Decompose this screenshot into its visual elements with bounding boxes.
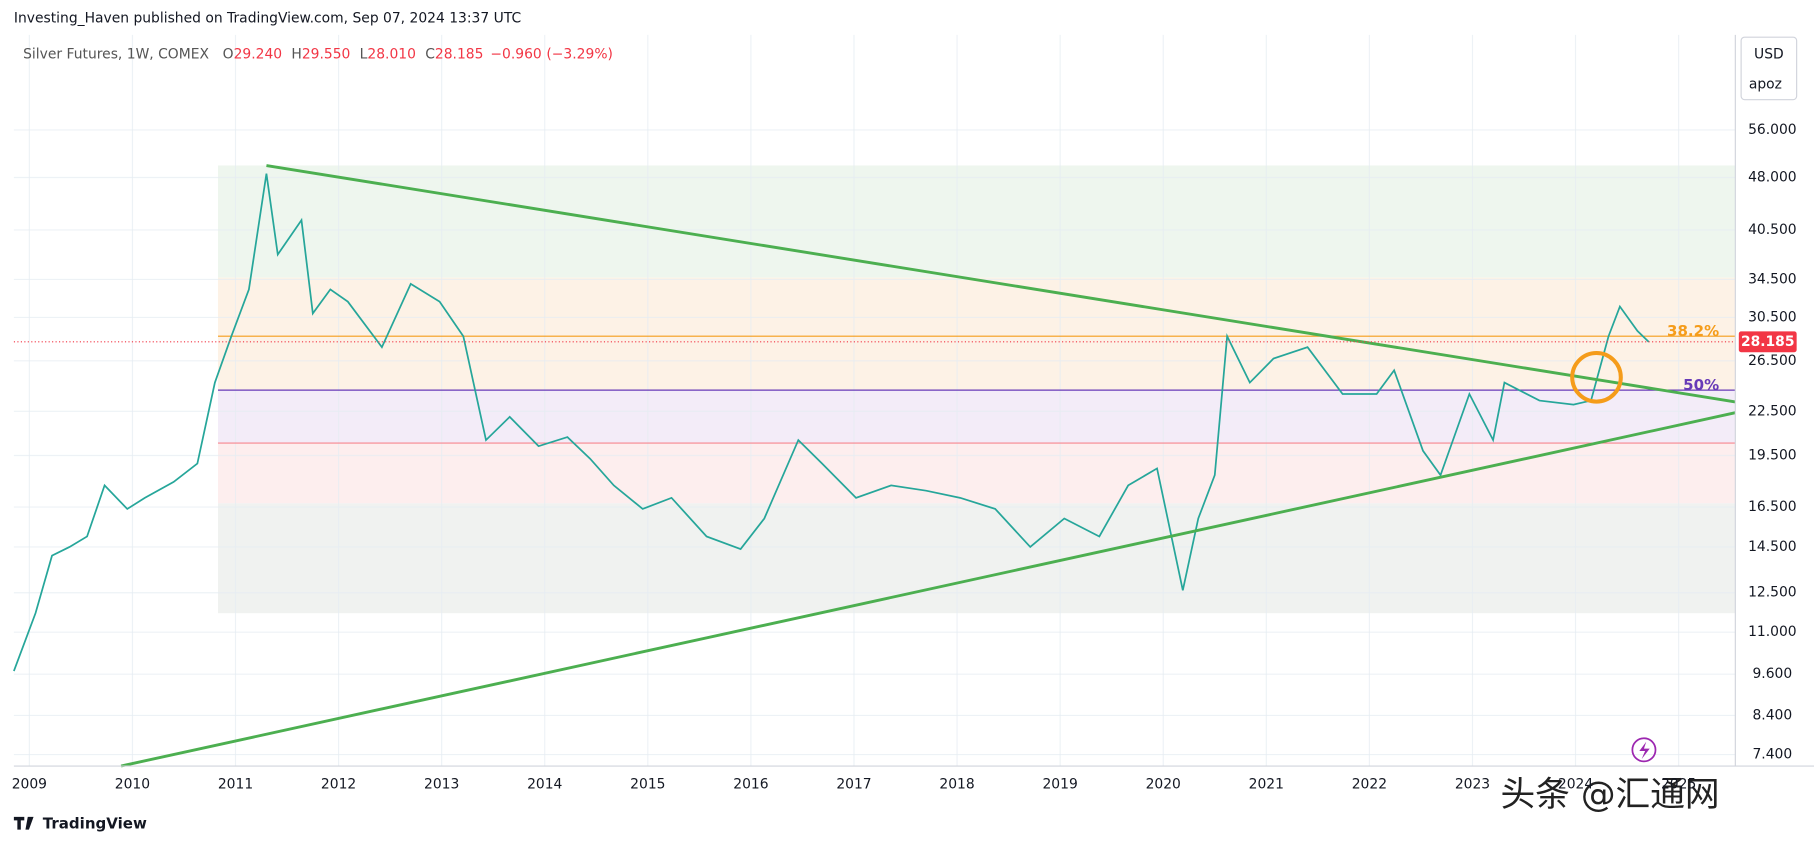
y-tick-label: 12.500 — [1748, 585, 1797, 601]
watermark: 头条 @汇通网 — [1500, 775, 1719, 815]
x-tick-label: 2013 — [424, 777, 459, 793]
series-name: Silver Futures, 1W, COMEX — [23, 47, 209, 63]
x-tick-label: 2018 — [939, 777, 974, 793]
x-tick-label: 2015 — [630, 777, 665, 793]
y-tick-label: 30.500 — [1748, 309, 1797, 325]
last-price-label: 28.185 — [1741, 334, 1795, 350]
x-tick-label: 2024 — [1558, 777, 1593, 793]
event-bolt — [1639, 741, 1650, 760]
x-tick-label: 2012 — [321, 777, 356, 793]
x-tick-label: 2016 — [733, 777, 768, 793]
x-tick-label: 2011 — [218, 777, 253, 793]
price-axis-panel — [1735, 34, 1814, 767]
x-tick-label: 2020 — [1146, 777, 1181, 793]
y-tick-label: 16.500 — [1748, 499, 1797, 515]
fib-zone — [217, 503, 1736, 614]
ohlc-value: 29.550 — [302, 47, 351, 63]
ohlc-key: L — [360, 47, 368, 63]
x-tick-label: 2021 — [1249, 777, 1284, 793]
fib-zone — [217, 390, 1736, 444]
highlight-circle — [1570, 350, 1623, 404]
y-tick-label: 11.000 — [1748, 624, 1797, 640]
ohlc-key: O — [223, 47, 234, 63]
publisher: Investing_Haven published on TradingView… — [14, 11, 521, 27]
x-tick-label: 2017 — [836, 777, 871, 793]
x-tick-label: 2022 — [1352, 777, 1387, 793]
last-price-box — [1738, 331, 1797, 353]
series-legend: Silver Futures, 1W, COMEX O29.240 H29.550… — [23, 47, 613, 63]
event-icon[interactable] — [1631, 737, 1657, 763]
y-tick-label: 22.500 — [1748, 403, 1797, 419]
trendline — [266, 164, 1736, 404]
ohlc-value: 28.185 — [435, 47, 484, 63]
y-tick-label: 14.500 — [1748, 539, 1797, 555]
y-tick-label: 48.000 — [1748, 169, 1797, 185]
x-tick-label: 2023 — [1455, 777, 1490, 793]
fib-label: 50% — [1683, 376, 1719, 394]
x-tick-label: 2025 — [1661, 777, 1696, 793]
fib-zone — [217, 165, 1736, 278]
fib-label: 38.2% — [1667, 322, 1719, 340]
x-tick-label: 2019 — [1042, 777, 1077, 793]
trendline — [120, 411, 1736, 768]
price-line — [13, 173, 1650, 672]
plot-area: 38.2% 50% — [13, 34, 1736, 768]
brand: TradingView — [43, 814, 147, 832]
y-tick-label: 8.400 — [1752, 707, 1792, 723]
change-pct: (−3.29%) — [546, 47, 613, 63]
ohlc-value: 29.240 — [234, 47, 283, 63]
currency-box[interactable] — [1740, 36, 1798, 101]
brand-logo — [13, 816, 34, 830]
x-tick-label: 2009 — [12, 777, 47, 793]
y-tick-label: 34.500 — [1748, 271, 1797, 287]
ohlc-value: 28.010 — [367, 47, 416, 63]
y-tick-label: 56.000 — [1748, 122, 1797, 138]
y-tick-label: 40.500 — [1748, 222, 1797, 238]
fib-zone — [217, 443, 1736, 504]
x-tick-label: 2010 — [115, 777, 150, 793]
fib-zone — [217, 277, 1736, 337]
ohlc-key: H — [291, 47, 301, 63]
ohlc-key: C — [425, 47, 435, 63]
currency[interactable]: USD — [1754, 47, 1784, 63]
y-tick-label: 26.500 — [1748, 353, 1797, 369]
y-tick-label: 9.600 — [1752, 666, 1792, 682]
y-tick-label: 7.400 — [1752, 747, 1792, 763]
scale-mode[interactable]: apoz — [1749, 77, 1782, 93]
fib-zone — [217, 336, 1736, 391]
change: −0.960 — [490, 47, 541, 63]
x-tick-label: 2014 — [527, 777, 562, 793]
y-tick-label: 19.500 — [1748, 448, 1797, 464]
